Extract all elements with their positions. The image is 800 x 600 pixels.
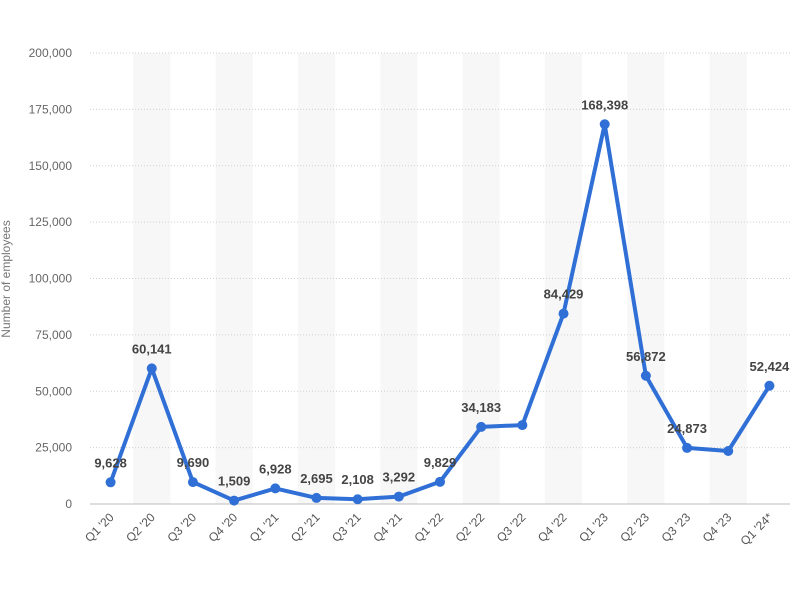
x-axis-ticks: Q1 '20 Q2 '20 Q3 '20 Q4 '20 Q1 '21 Q2 '21 Q3 '… [82,510,776,548]
column-band [544,53,583,504]
data-point[interactable] [599,119,610,130]
data-label: 34,183 [461,400,501,415]
data-point[interactable] [435,476,445,487]
y-axis-label: Number of employees [0,220,13,337]
y-axis-ticks: 0 25,000 50,000 75,000 100,000 125,000 150,000… [29,46,73,511]
data-label: 1,509 [218,474,251,489]
x-tick-label: Q3 '21 [329,510,364,545]
data-point[interactable] [393,491,404,502]
data-point[interactable] [764,380,775,391]
data-label: 60,141 [132,341,172,356]
x-tick-label: Q1 '23 [576,510,611,545]
x-tick-label: Q2 '21 [288,510,323,545]
data-label: 2,695 [300,471,333,486]
x-tick-label: Q4 '20 [206,510,241,545]
x-tick-label: Q2 '22 [453,510,488,545]
x-tick-label: Q3 '22 [494,510,529,545]
y-tick-label: 75,000 [35,328,72,342]
y-tick-label: 25,000 [35,441,72,455]
x-tick-label: Q1 '24* [738,510,776,548]
x-tick-label: Q4 '21 [370,510,405,545]
data-label: 84,429 [544,287,584,302]
data-point[interactable] [229,495,240,506]
x-tick-label: Q1 '21 [247,510,282,545]
data-point[interactable] [187,477,198,488]
series-line [108,122,772,503]
x-tick-label: Q1 '20 [82,510,117,545]
data-point[interactable] [640,370,651,381]
data-label: 9,690 [177,455,210,470]
data-label: 9,829 [424,455,457,470]
data-point[interactable] [476,421,487,432]
data-point[interactable] [558,308,569,319]
data-point[interactable] [311,492,322,503]
data-point[interactable] [682,442,693,453]
data-point[interactable] [352,494,363,505]
data-label: 6,928 [259,461,292,476]
column-band [133,53,171,504]
series-layer [108,122,772,503]
y-tick-label: 175,000 [29,102,73,116]
y-tick-label: 150,000 [29,159,73,173]
x-tick-label: Q3 '20 [164,510,199,545]
data-label: 9,628 [94,455,127,470]
data-labels: 9,628 60,141 9,690 1,509 6,928 2,695 2,108 3,29… [94,97,790,488]
data-point[interactable] [270,483,281,494]
data-label: 2,108 [341,472,374,487]
data-label: 168,398 [581,97,628,112]
gridlines [90,52,790,505]
data-points [105,119,775,506]
x-tick-label: Q4 '22 [535,510,570,545]
data-label: 56,872 [626,349,666,364]
data-point[interactable] [517,420,528,431]
data-point[interactable] [723,446,734,457]
data-label: 24,873 [667,421,707,436]
data-point[interactable] [105,477,116,488]
column-band [297,53,336,504]
data-label: 52,424 [750,359,791,374]
y-tick-label: 0 [65,497,72,511]
y-tick-label: 125,000 [29,215,73,229]
x-tick-label: Q1 '22 [411,510,446,545]
x-tick-label: Q4 '23 [700,510,735,545]
x-tick-label: Q2 '23 [617,510,652,545]
x-tick-label: Q2 '20 [123,510,158,545]
data-point[interactable] [146,363,157,374]
y-tick-label: 50,000 [35,384,72,398]
data-label: 3,292 [383,470,416,485]
y-tick-label: 200,000 [29,46,73,60]
y-tick-label: 100,000 [29,272,73,286]
x-tick-label: Q3 '23 [659,510,694,545]
